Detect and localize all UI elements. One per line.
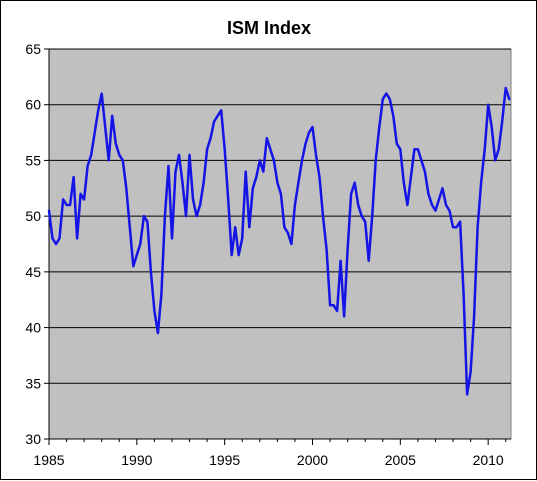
x-tick-label: 2010 [473,452,504,468]
tick-labels: 30 35 40 45 50 55 60 65 1985 1990 1995 2000 2005 2010 [25,41,504,468]
plot-area [48,48,512,440]
series-layer [47,86,511,396]
y-tick-label: 65 [25,41,41,57]
x-tick-label: 1995 [209,452,240,468]
chart-title: ISM Index [227,18,311,38]
y-tick-label: 30 [25,431,41,447]
y-tick-label: 40 [25,320,41,336]
x-tick-label: 1990 [121,452,152,468]
x-tick-label: 2005 [385,452,416,468]
y-tick-label: 55 [25,152,41,168]
y-tick-label: 60 [25,97,41,113]
axes [44,48,511,445]
gridlines [49,48,511,384]
y-tick-label: 50 [25,208,41,224]
series-line-ism [47,86,511,396]
y-tick-label: 35 [25,375,41,391]
x-tick-label: 2000 [297,452,328,468]
y-tick-label: 45 [25,264,41,280]
x-tick-label: 1985 [33,452,64,468]
